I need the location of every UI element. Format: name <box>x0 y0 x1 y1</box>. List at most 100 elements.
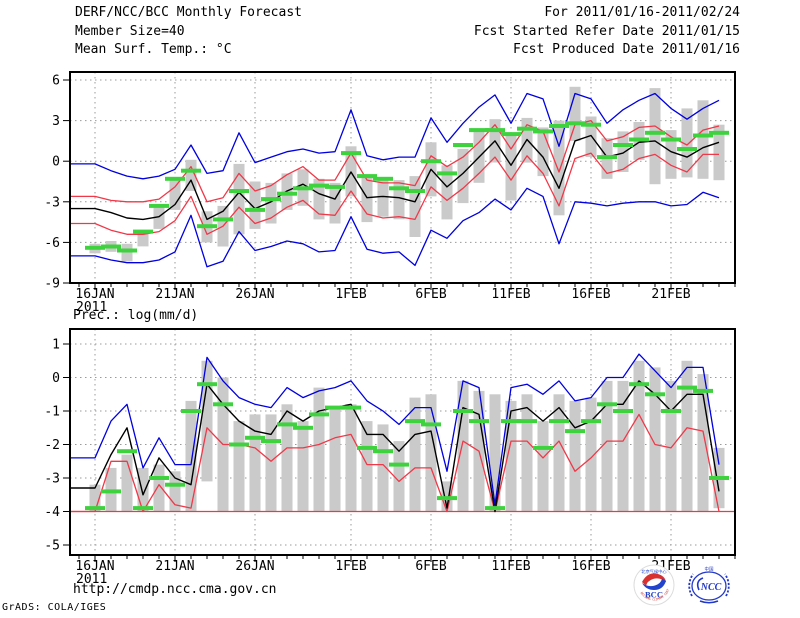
obs-dash <box>245 207 265 212</box>
precipitation-chart-ytick-label: -4 <box>44 505 60 520</box>
precipitation-chart-xtick-label: 26JAN <box>235 559 274 574</box>
obs-dash <box>389 186 409 191</box>
bcc-logo: 北京气候中心 BCC BEIJING CLIMATE CENTER <box>632 564 675 606</box>
bcc-swirl-blue <box>642 578 666 590</box>
spread-bar <box>681 108 693 178</box>
obs-dash <box>213 217 233 222</box>
spread-bar <box>121 243 133 262</box>
spread-bar <box>441 165 453 220</box>
ncc-swoosh <box>696 577 704 591</box>
grads-credit: GrADS: COLA/IGES <box>2 602 107 613</box>
obs-dash <box>421 422 441 427</box>
spread-bar <box>569 86 581 141</box>
spread-bar <box>409 176 421 237</box>
temperature-chart-xtick-label: 26JAN <box>235 287 274 302</box>
obs-dash <box>677 147 697 151</box>
spread-bar <box>137 230 149 247</box>
bcc-ring <box>633 564 675 606</box>
temperature-chart-ticks <box>63 79 736 290</box>
obs-dash <box>421 159 441 164</box>
obs-dash <box>613 409 633 413</box>
obs-dash <box>693 133 713 138</box>
precipitation-chart-xtick-label: 16JAN <box>75 559 114 574</box>
obs-dash <box>453 143 473 147</box>
spread-bar <box>457 380 469 512</box>
ncc-logo: 中国 NCC <box>688 566 730 604</box>
ncc-top-text: 中国 <box>705 566 714 573</box>
spread-bar <box>185 400 197 512</box>
precipitation-chart-ytick-label: 1 <box>52 338 60 353</box>
precipitation-chart-xtick-sublabel: 2011 <box>76 572 107 587</box>
obs-dash <box>277 422 297 427</box>
obs-dash <box>165 176 185 181</box>
obs-dash <box>693 388 713 393</box>
spread-bar <box>265 182 277 224</box>
obs-dash <box>597 155 617 160</box>
obs-dash <box>293 425 313 430</box>
spread-bar <box>169 471 181 512</box>
spread-bar <box>585 116 597 158</box>
spread-bar <box>697 374 709 512</box>
obs-dash <box>469 128 489 133</box>
obs-dash <box>85 506 105 511</box>
spread-bar <box>649 88 661 185</box>
spread-bar <box>313 387 325 512</box>
spread-bar <box>665 130 677 179</box>
obs-dash <box>533 129 553 134</box>
obs-dash <box>437 171 457 176</box>
temperature-chart-xtick-label: 6FEB <box>415 287 446 302</box>
obs-dash <box>309 183 329 188</box>
precipitation-chart-xtick-label: 1FEB <box>335 559 366 574</box>
obs-dash <box>293 186 313 191</box>
spread-bar <box>137 467 149 512</box>
spread-bar <box>313 178 325 220</box>
bcc-top-text: 北京气候中心 <box>641 568 667 575</box>
obs-dash <box>645 130 665 135</box>
obs-dash <box>133 506 153 511</box>
spread-bar <box>201 360 213 482</box>
ncc-wreath-right <box>724 573 730 597</box>
precipitation-chart-ytick-label: -5 <box>44 539 60 554</box>
obs-dash <box>117 248 137 253</box>
spread-bar <box>681 360 693 512</box>
spread-bar <box>185 159 197 191</box>
obs-dash <box>325 405 345 410</box>
obs-dash <box>213 402 233 407</box>
spread-bar <box>377 178 389 217</box>
obs-dash <box>181 409 201 413</box>
temperature-chart-xtick-label: 21FEB <box>651 287 690 302</box>
obs-dash <box>165 482 185 487</box>
obs-dash <box>645 392 665 397</box>
spread-bar <box>153 464 165 512</box>
obs-dash <box>309 412 329 417</box>
obs-dash <box>325 184 345 189</box>
spread-bar <box>233 163 245 235</box>
precipitation-chart-xtick-label: 11FEB <box>491 559 530 574</box>
obs-dash <box>85 245 105 250</box>
temp-panel-title: Mean Surf. Temp.: °C <box>75 42 232 57</box>
footer-logos: 北京气候中心 BCC BEIJING CLIMATE CENTER 中国 NCC <box>632 564 734 606</box>
precipitation-chart-ytick-label: -3 <box>44 472 60 487</box>
spread-bar <box>505 132 517 201</box>
spread-bar <box>649 367 661 512</box>
temperature-chart-ytick-label: -9 <box>44 277 60 292</box>
obs-dash <box>661 137 681 142</box>
obs-dash <box>453 409 473 413</box>
spread-bar <box>537 421 549 512</box>
obs-dash <box>549 419 569 424</box>
temperature-chart-lower-red-line <box>70 152 719 235</box>
obs-dash <box>149 476 169 480</box>
spread-bar <box>297 421 309 512</box>
spread-bar <box>361 421 373 512</box>
obs-dash <box>341 405 361 410</box>
spread-bar <box>713 124 725 181</box>
temperature-chart-ytick-label: -3 <box>44 195 60 210</box>
obs-dash <box>245 435 265 440</box>
obs-dash <box>485 128 505 133</box>
obs-dash <box>677 385 697 390</box>
spread-bar <box>585 397 597 512</box>
spread-bar <box>249 414 261 512</box>
spread-bar <box>281 404 293 512</box>
